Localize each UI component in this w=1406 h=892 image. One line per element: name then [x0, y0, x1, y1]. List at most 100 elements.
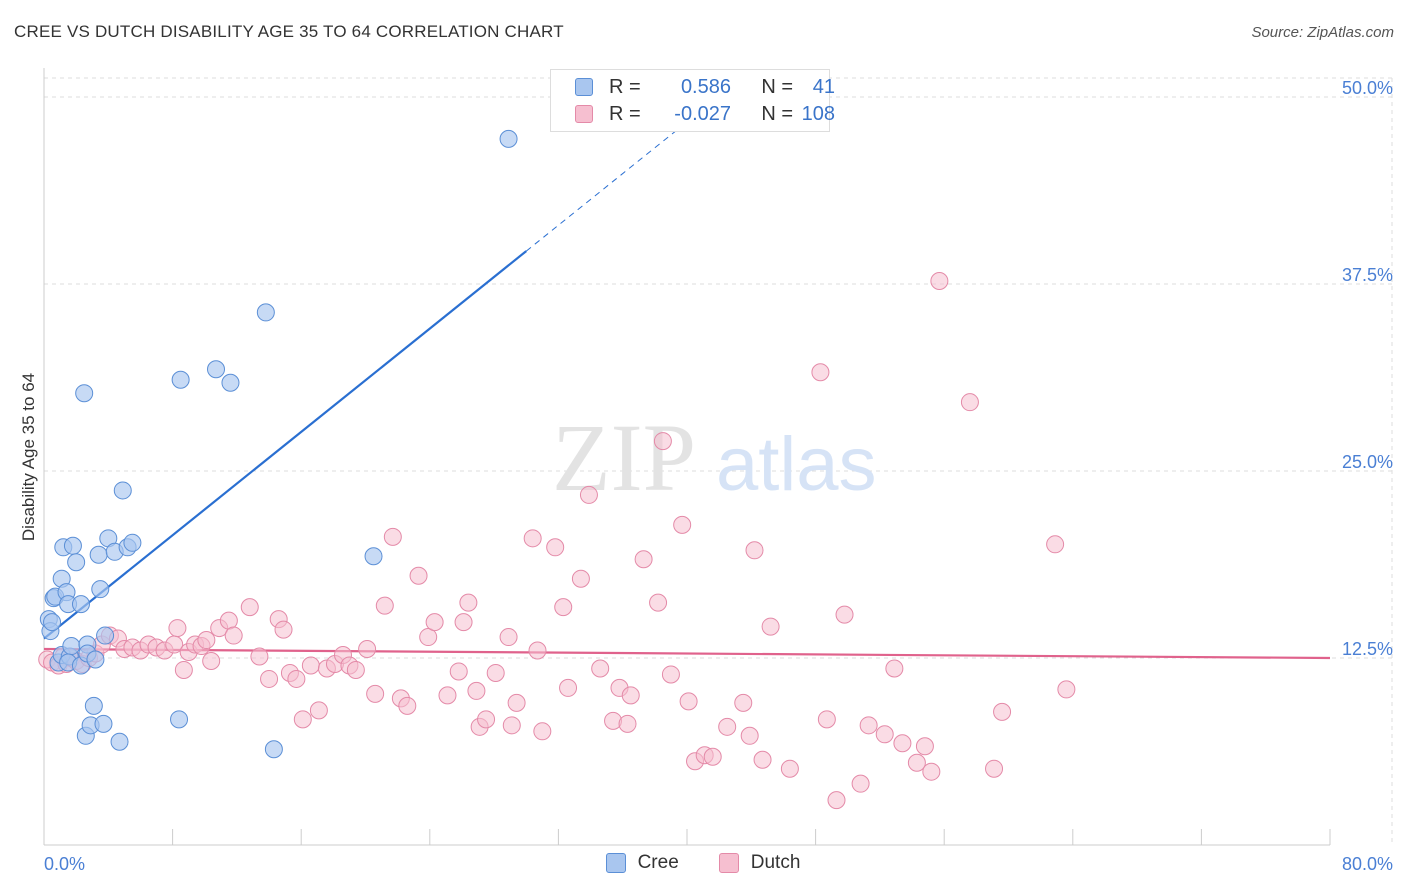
dutch-point	[459, 593, 478, 612]
cree-point	[256, 303, 275, 322]
dutch-point	[287, 669, 306, 688]
dutch-point	[301, 656, 320, 675]
cree-point	[63, 536, 82, 555]
cree-point	[113, 481, 132, 500]
dutch-point	[554, 598, 573, 617]
dutch-point	[559, 678, 578, 697]
y-axis-title: Disability Age 35 to 64	[19, 373, 38, 541]
dutch-point	[477, 710, 496, 729]
dutch-point	[1057, 680, 1076, 699]
cree-trend-extension	[525, 121, 688, 252]
cree-point	[207, 360, 226, 379]
cree-point	[89, 545, 108, 564]
dutch-point	[851, 774, 870, 793]
dutch-point	[621, 686, 640, 705]
y-tick-label: 12.5%	[1342, 639, 1393, 659]
dutch-point	[579, 485, 598, 504]
legend-row-cree: R = 0.586 N = 41	[575, 75, 835, 99]
dutch-point	[679, 692, 698, 711]
dutch-point	[993, 702, 1012, 721]
legend-item-dutch: Dutch	[718, 852, 800, 874]
cree-point	[170, 710, 189, 729]
cree-point	[171, 370, 190, 389]
dutch-point	[915, 737, 934, 756]
dutch-point	[649, 593, 668, 612]
dutch-trend-line	[43, 647, 1331, 660]
dutch-point	[533, 722, 552, 741]
dutch-point	[875, 725, 894, 744]
cree-point	[62, 637, 81, 656]
dutch-point	[618, 714, 637, 733]
dutch-point	[486, 663, 505, 682]
dutch-point	[293, 710, 312, 729]
legend-swatch-cree	[575, 78, 593, 96]
dutch-point	[753, 750, 772, 769]
dutch-point	[454, 613, 473, 632]
dutch-point	[197, 631, 216, 650]
dutch-point	[761, 617, 780, 636]
dutch-point	[383, 527, 402, 546]
dutch-point	[653, 432, 672, 451]
correlation-legend: R = 0.586 N = 41 R = -0.027 N = 108	[550, 69, 835, 132]
dutch-point	[174, 660, 193, 679]
dutch-point	[502, 716, 521, 735]
cree-points	[39, 129, 518, 759]
legend-r-label: R =	[609, 75, 641, 98]
cree-point	[67, 553, 86, 572]
dutch-point	[1046, 535, 1065, 554]
cree-point	[75, 384, 94, 403]
cree-point	[364, 547, 383, 566]
dutch-point	[960, 393, 979, 412]
y-tick-label: 37.5%	[1342, 265, 1393, 285]
dutch-point	[817, 710, 836, 729]
dutch-point	[419, 628, 438, 647]
legend-swatch-cree	[605, 853, 626, 873]
dutch-point	[358, 640, 377, 659]
trend-lines	[43, 121, 1331, 660]
dutch-point	[467, 681, 486, 700]
dutch-point	[250, 647, 269, 666]
legend-label-cree: Cree	[637, 852, 679, 873]
dutch-point	[661, 665, 680, 684]
dutch-point	[507, 693, 526, 712]
dutch-point	[546, 538, 565, 557]
dutch-point	[740, 726, 759, 745]
dutch-point	[528, 641, 547, 660]
dutch-point	[260, 669, 279, 688]
cree-point	[84, 696, 103, 715]
dutch-point	[219, 611, 238, 630]
dutch-points	[38, 272, 1076, 810]
dutch-point	[224, 626, 243, 645]
dutch-point	[885, 659, 904, 678]
dutch-point	[409, 566, 428, 585]
dutch-point	[168, 619, 187, 638]
dutch-point	[523, 529, 542, 548]
legend-n-label: N =	[761, 102, 793, 125]
dutch-point	[673, 515, 692, 534]
dutch-point	[922, 762, 941, 781]
legend-n-value: 41	[812, 75, 835, 98]
dutch-point	[718, 717, 737, 736]
dutch-point	[438, 686, 457, 705]
dutch-point	[985, 759, 1004, 778]
cree-point	[43, 613, 62, 632]
dutch-point	[366, 684, 385, 703]
dutch-point	[780, 759, 799, 778]
dutch-point	[274, 620, 293, 639]
dutch-point	[240, 598, 259, 617]
dutch-point	[703, 747, 722, 766]
cree-point	[221, 373, 240, 392]
x-tick-label: 0.0%	[44, 854, 85, 874]
source-label: Source: ZipAtlas.com	[1251, 24, 1394, 41]
dutch-point	[930, 272, 949, 291]
x-tick-label: 80.0%	[1342, 854, 1393, 874]
legend-r-value: -0.027	[674, 102, 731, 125]
dutch-point	[449, 662, 468, 681]
dutch-point	[499, 628, 518, 647]
dutch-point	[859, 716, 878, 735]
cree-point	[123, 533, 142, 552]
dutch-point	[634, 550, 653, 569]
dutch-point	[591, 659, 610, 678]
dutch-point	[893, 734, 912, 753]
dutch-point	[827, 791, 846, 810]
